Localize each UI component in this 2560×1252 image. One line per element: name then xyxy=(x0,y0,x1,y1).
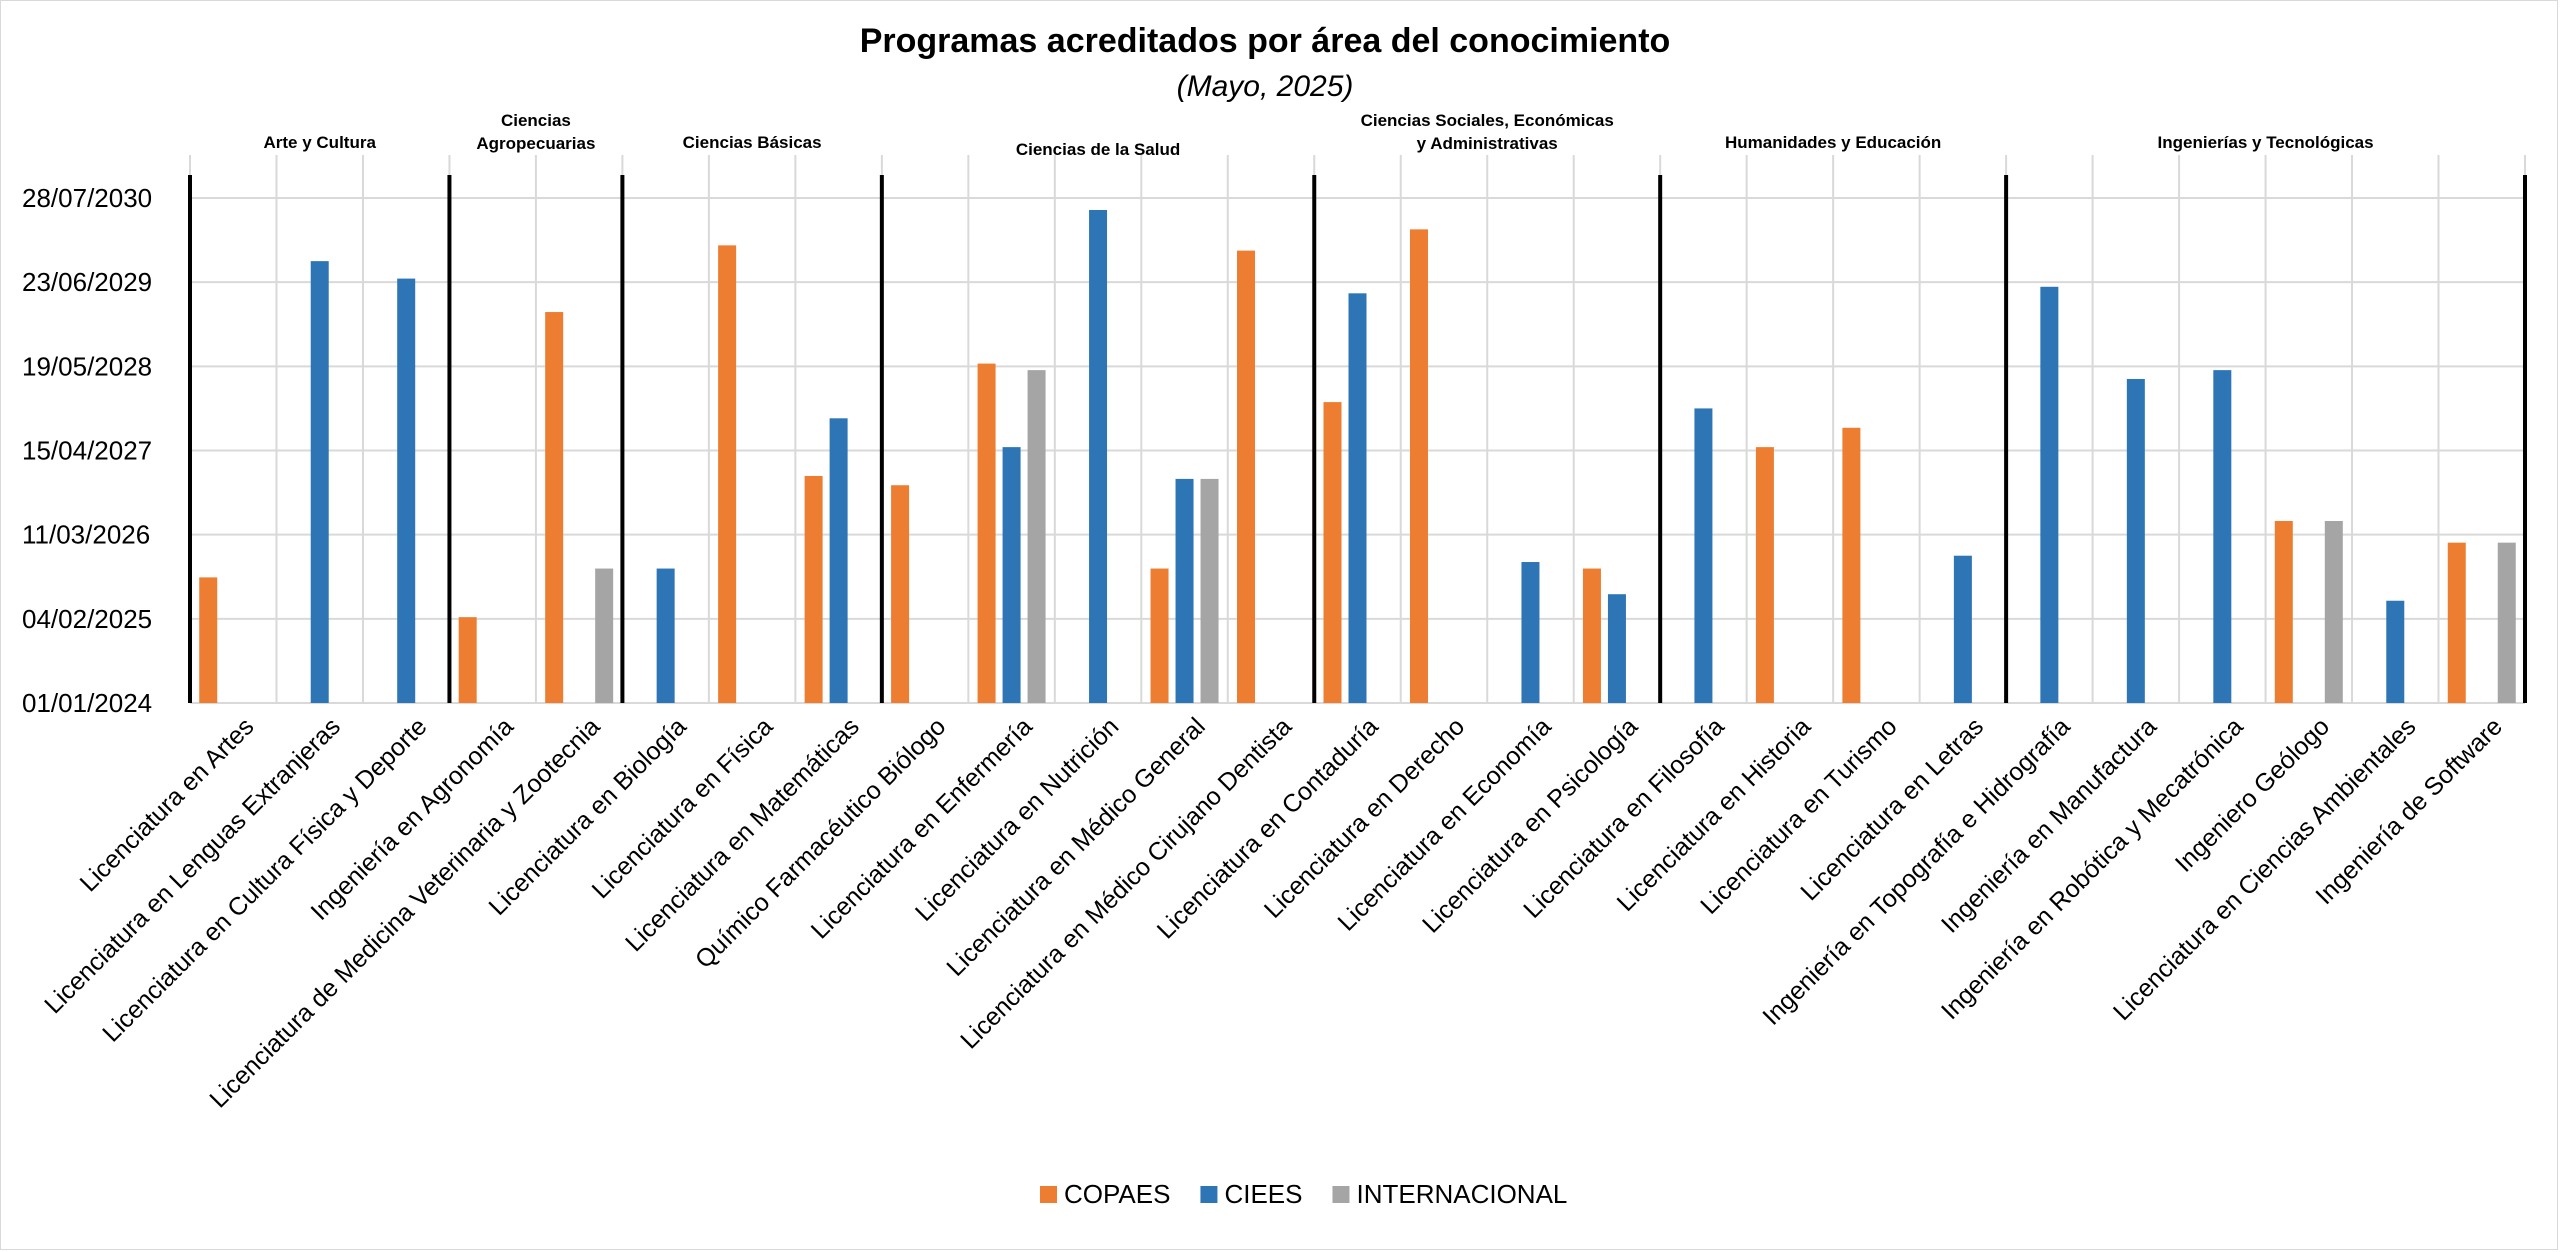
y-tick-label: 11/03/2026 xyxy=(22,520,150,550)
bar-copaes xyxy=(1323,402,1342,703)
bar-ciees xyxy=(2386,600,2405,703)
legend-label: CIEES xyxy=(1224,1179,1302,1209)
bar-ciees xyxy=(397,278,416,703)
chart-title: Programas acreditados por área del conoc… xyxy=(860,22,1671,60)
bar-ciees xyxy=(2213,370,2232,703)
x-tick-label: Licenciatura en Artes xyxy=(75,712,260,897)
bar-internacional xyxy=(2497,542,2516,703)
bar-copaes xyxy=(977,363,996,703)
group-label: Ciencias Básicas xyxy=(683,133,822,152)
bar-internacional xyxy=(595,568,614,703)
bar-ciees xyxy=(2126,378,2145,703)
bar-ciees xyxy=(1348,293,1367,703)
y-tick-label: 23/06/2029 xyxy=(22,267,152,297)
legend-label: INTERNACIONAL xyxy=(1356,1179,1567,1209)
bar-copaes xyxy=(1150,568,1169,703)
group-label: Ciencias xyxy=(501,111,571,130)
bar-copaes xyxy=(891,485,910,703)
bar-internacional xyxy=(2324,520,2343,703)
group-label: Ciencias de la Salud xyxy=(1016,140,1180,159)
y-axis-ticks: 01/01/2024 04/02/2025 11/03/2026 15/04/2027… xyxy=(22,183,152,718)
bar-internacional xyxy=(1200,478,1219,703)
bar-ciees xyxy=(310,261,329,703)
bar-ciees xyxy=(829,418,848,703)
bar-copaes xyxy=(718,245,737,703)
group-label: Ciencias Sociales, Económicas xyxy=(1361,111,1614,130)
bar-copaes xyxy=(1237,250,1256,703)
group-label: Arte y Cultura xyxy=(264,133,377,152)
bar-copaes xyxy=(458,617,477,703)
legend-label: COPAES xyxy=(1064,1179,1170,1209)
bar-copaes xyxy=(2447,542,2466,703)
y-tick-label: 15/04/2027 xyxy=(22,436,152,466)
bar-copaes xyxy=(2274,520,2293,703)
bars xyxy=(199,209,2516,703)
group-label: Agropecuarias xyxy=(476,134,595,153)
area-groups: Arte y Cultura Ciencias Agropecuarias Cienc… xyxy=(188,111,2527,703)
x-tick-label: Licenciatura en Médico Cirujano Dentista xyxy=(955,712,1297,1054)
legend: COPAES CIEES INTERNACIONAL xyxy=(1040,1179,1567,1209)
y-tick-label: 01/01/2024 xyxy=(22,688,152,718)
bar-copaes xyxy=(545,312,564,703)
x-tick-label: Ingeniería en Robótica y Mecatrónica xyxy=(1936,712,2249,1025)
bar-copaes xyxy=(1409,229,1428,703)
bar-ciees xyxy=(656,568,675,703)
bar-ciees xyxy=(1607,594,1626,703)
x-tick-label: Licenciatura de Medicina Veterinaria y Z… xyxy=(204,712,605,1113)
bar-ciees xyxy=(1175,478,1194,703)
y-tick-label: 28/07/2030 xyxy=(22,183,152,213)
bar-copaes xyxy=(1842,427,1861,703)
y-tick-label: 04/02/2025 xyxy=(22,604,152,634)
group-label: y Administrativas xyxy=(1417,134,1558,153)
bar-copaes xyxy=(804,475,823,703)
bar-copaes xyxy=(1755,447,1774,703)
bar-ciees xyxy=(1002,447,1021,703)
bar-copaes xyxy=(199,577,218,703)
group-label: Humanidades y Educación xyxy=(1725,133,1941,152)
bar-ciees xyxy=(1521,562,1540,703)
bar-internacional xyxy=(1027,370,1046,703)
bar-ciees xyxy=(1089,209,1108,703)
y-tick-label: 19/05/2028 xyxy=(22,351,152,381)
bar-ciees xyxy=(2040,286,2059,703)
x-tick-label: Licenciatura en Cultura Física y Deporte xyxy=(97,712,432,1047)
x-tick-label: Ingeniería en Topografía e Hidrografía xyxy=(1757,712,2075,1030)
chart-subtitle: (Mayo, 2025) xyxy=(1177,70,1354,103)
bar-ciees xyxy=(1694,408,1713,703)
legend-swatch xyxy=(1200,1186,1218,1203)
bar-ciees xyxy=(1953,555,1972,703)
group-label: Ingenierías y Tecnológicas xyxy=(2158,133,2374,152)
legend-swatch xyxy=(1332,1186,1350,1203)
x-tick-label: Licenciatura en Ciencias Ambientales xyxy=(2108,712,2422,1026)
legend-swatch xyxy=(1040,1186,1057,1203)
x-tick-label: Ingeniero Geólogo xyxy=(2170,712,2335,877)
bar-copaes xyxy=(1582,568,1601,703)
